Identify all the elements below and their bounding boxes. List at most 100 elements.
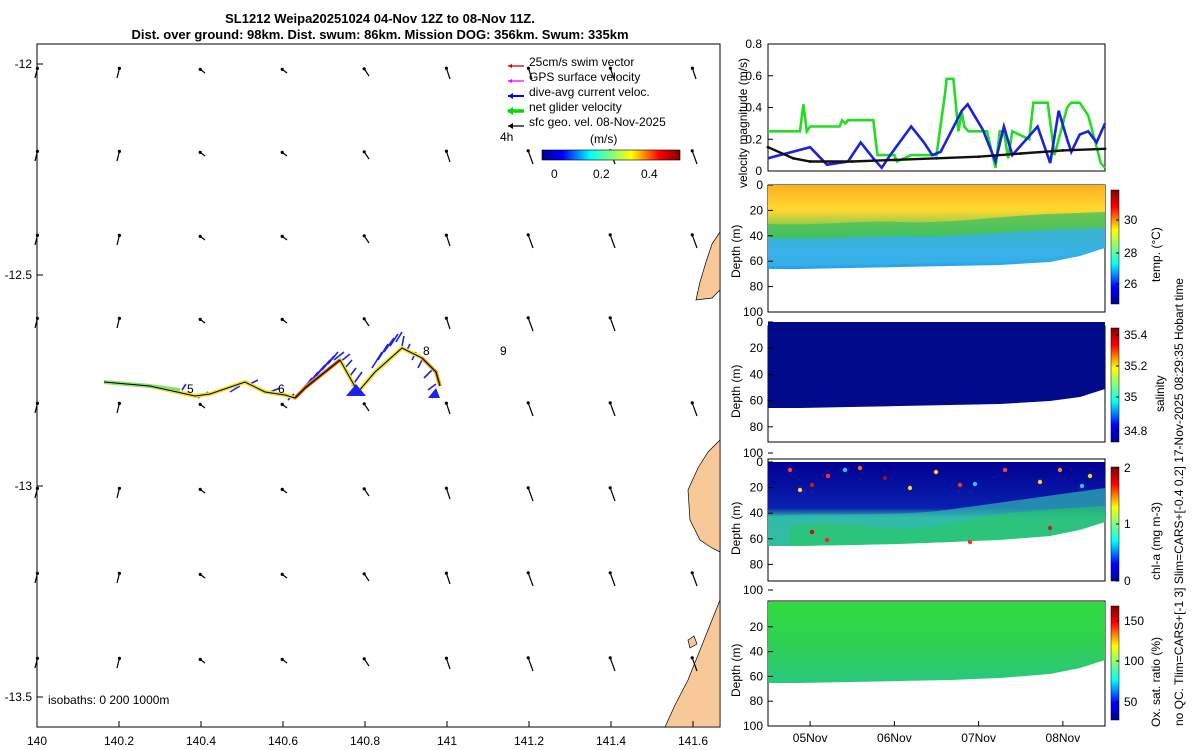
- depth-tick: 60: [750, 669, 764, 683]
- depth-tick: 60: [750, 394, 764, 408]
- velocity-series-line: [767, 146, 1106, 163]
- legend-sfc-geo-velocity: sfc geo. vel. 08-Nov-2025: [529, 115, 666, 129]
- colorbar-tick: 35: [1124, 390, 1138, 404]
- depth-tick: 40: [750, 506, 764, 520]
- track-end-marker: [428, 388, 440, 398]
- lon-tick-label: 141.4: [596, 734, 626, 748]
- salinity-colorbar-label: salinity: [1153, 375, 1167, 412]
- land-cape-bottom: [664, 599, 721, 728]
- lat-tick-label: -12: [15, 57, 33, 71]
- depth-tick: 80: [750, 694, 764, 708]
- lon-tick-label: 141.6: [678, 734, 708, 748]
- depth-tick: 60: [750, 254, 764, 268]
- dive-avg-current-vectors: [181, 331, 437, 401]
- depth-tick: 20: [750, 481, 764, 495]
- velocity-panel: 0 0.2 0.4 0.6 0.8 velocity magnitude (m/s): [736, 37, 1107, 188]
- colorbar-tick: 30: [1124, 213, 1138, 227]
- day-label-9: 9: [500, 344, 507, 358]
- lat-tick-label: -13.5: [5, 690, 33, 704]
- chlorophyll-panel: 0 20 40 60 80 100: [743, 455, 1106, 597]
- lat-tick-label: -12.5: [5, 268, 33, 282]
- depth-tick: 80: [750, 280, 764, 294]
- surface-geo-velocity-field: [34, 66, 698, 672]
- date-axis: 05Nov 06Nov 07Nov 08Nov: [793, 721, 1080, 745]
- land-islet: [687, 635, 698, 649]
- land-cape-top: [695, 230, 721, 301]
- oxygen-depth-label: Depth (m): [729, 644, 743, 697]
- legend-swim-vector: 25cm/s swim vector: [529, 55, 634, 69]
- colorbar-tick-0: 0: [551, 167, 558, 181]
- panel-colorbars: [1110, 189, 1120, 721]
- lon-tick-label: 140: [27, 734, 47, 748]
- colorbar-tick: 34.8: [1124, 424, 1148, 438]
- legend-net-glider-velocity: net glider velocity: [529, 100, 622, 114]
- colorbar-tick: 2: [1124, 461, 1131, 475]
- depth-tick: 0: [756, 315, 763, 329]
- depth-tick: 100: [743, 719, 763, 733]
- day-label-6: 6: [278, 382, 285, 396]
- colorbar-tick: 35.4: [1124, 328, 1148, 342]
- lon-tick-label: 141.2: [514, 734, 544, 748]
- depth-tick: 60: [750, 532, 764, 546]
- depth-tick: 20: [750, 341, 764, 355]
- depth-tick: 0: [756, 455, 763, 469]
- legend-time-step: 4h: [500, 130, 513, 144]
- date-tick-label: 07Nov: [961, 731, 996, 745]
- lon-tick-label: 141: [437, 734, 457, 748]
- figure-title-line2: Dist. over ground: 98km. Dist. swum: 86k…: [131, 27, 629, 42]
- date-tick-label: 05Nov: [793, 731, 828, 745]
- colorbar-tick: 50: [1124, 695, 1138, 709]
- oxygen-field: [768, 602, 1105, 683]
- colorbar-tick: 28: [1124, 246, 1138, 260]
- depth-tick: 20: [750, 620, 764, 634]
- speed-colorbar: [541, 149, 681, 161]
- chlorophyll-outliers: [787, 465, 1093, 545]
- depth-tick: 80: [750, 420, 764, 434]
- depth-tick: 20: [750, 203, 764, 217]
- legend-dive-avg-current: dive-avg current veloc.: [529, 85, 650, 99]
- colorbar-tick-0.4: 0.4: [641, 167, 658, 181]
- legend-gps-velocity: GPS surface velocity: [529, 70, 640, 84]
- day-label-5: 5: [187, 382, 194, 396]
- colorbar-tick-0.2: 0.2: [593, 167, 610, 181]
- depth-tick: 40: [750, 367, 764, 381]
- map-panel: 5 6 8 9 25cm/s swim vector GPS surface v…: [5, 43, 721, 748]
- lon-tick-label: 140.8: [350, 734, 380, 748]
- land-cape-mid: [687, 439, 721, 553]
- depth-tick: 0: [756, 178, 763, 192]
- latitude-axis: -12 -12.5 -13 -13.5: [5, 57, 43, 704]
- depth-tick: 40: [750, 229, 764, 243]
- map-legend: 25cm/s swim vector GPS surface velocity …: [500, 55, 681, 181]
- qc-side-note: no QC. Tlim=CARS+[-1 3] Slim=CARS+[-0.4 …: [1172, 278, 1186, 726]
- velocity-series-line: [767, 102, 1107, 170]
- oxygen-panel: 20 40 60 80 100: [743, 600, 1106, 733]
- isobaths-label: isobaths: 0 200 1000m: [48, 693, 169, 707]
- velocity-ytick: 0: [755, 164, 762, 178]
- longitude-axis: 140 140.2 140.4 140.6 140.8 141 141.2 141.4 141.…: [27, 721, 708, 748]
- figure-title-line1: SL1212 Weipa20251024 04-Nov 12Z to 08-No…: [225, 11, 535, 26]
- oxygen-colorbar-label: Ox. sat. ratio (%): [1149, 637, 1163, 727]
- temp-depth-label: Depth (m): [729, 225, 743, 278]
- colorbar-tick: 35.2: [1124, 359, 1148, 373]
- colorbar-tick: 1: [1124, 517, 1131, 531]
- salinity-depth-label: Depth (m): [729, 365, 743, 418]
- temperature-panel: 0 20 40 60 80 100: [743, 178, 1106, 319]
- colorbar-title: (m/s): [590, 132, 617, 146]
- depth-tick: 100: [743, 305, 763, 319]
- depth-tick: 80: [750, 557, 764, 571]
- lon-tick-label: 140.4: [186, 734, 216, 748]
- velocity-ytick: 0.4: [745, 101, 762, 115]
- day-label-8: 8: [423, 344, 430, 358]
- date-tick-label: 08Nov: [1046, 731, 1081, 745]
- colorbar-tick: 0: [1124, 574, 1131, 588]
- velocity-ytick: 0.8: [745, 37, 762, 51]
- depth-tick: 100: [743, 583, 763, 597]
- colorbar-tick: 150: [1124, 614, 1144, 628]
- temp-colorbar-label: temp. (°C): [1149, 227, 1163, 282]
- lon-tick-label: 140.6: [268, 734, 298, 748]
- depth-tick: 100: [743, 446, 763, 460]
- chla-colorbar-label: chl-a (mg m-3): [1149, 502, 1163, 580]
- date-tick-label: 06Nov: [877, 731, 912, 745]
- lat-tick-label: -13: [15, 479, 33, 493]
- lon-tick-label: 140.2: [104, 734, 134, 748]
